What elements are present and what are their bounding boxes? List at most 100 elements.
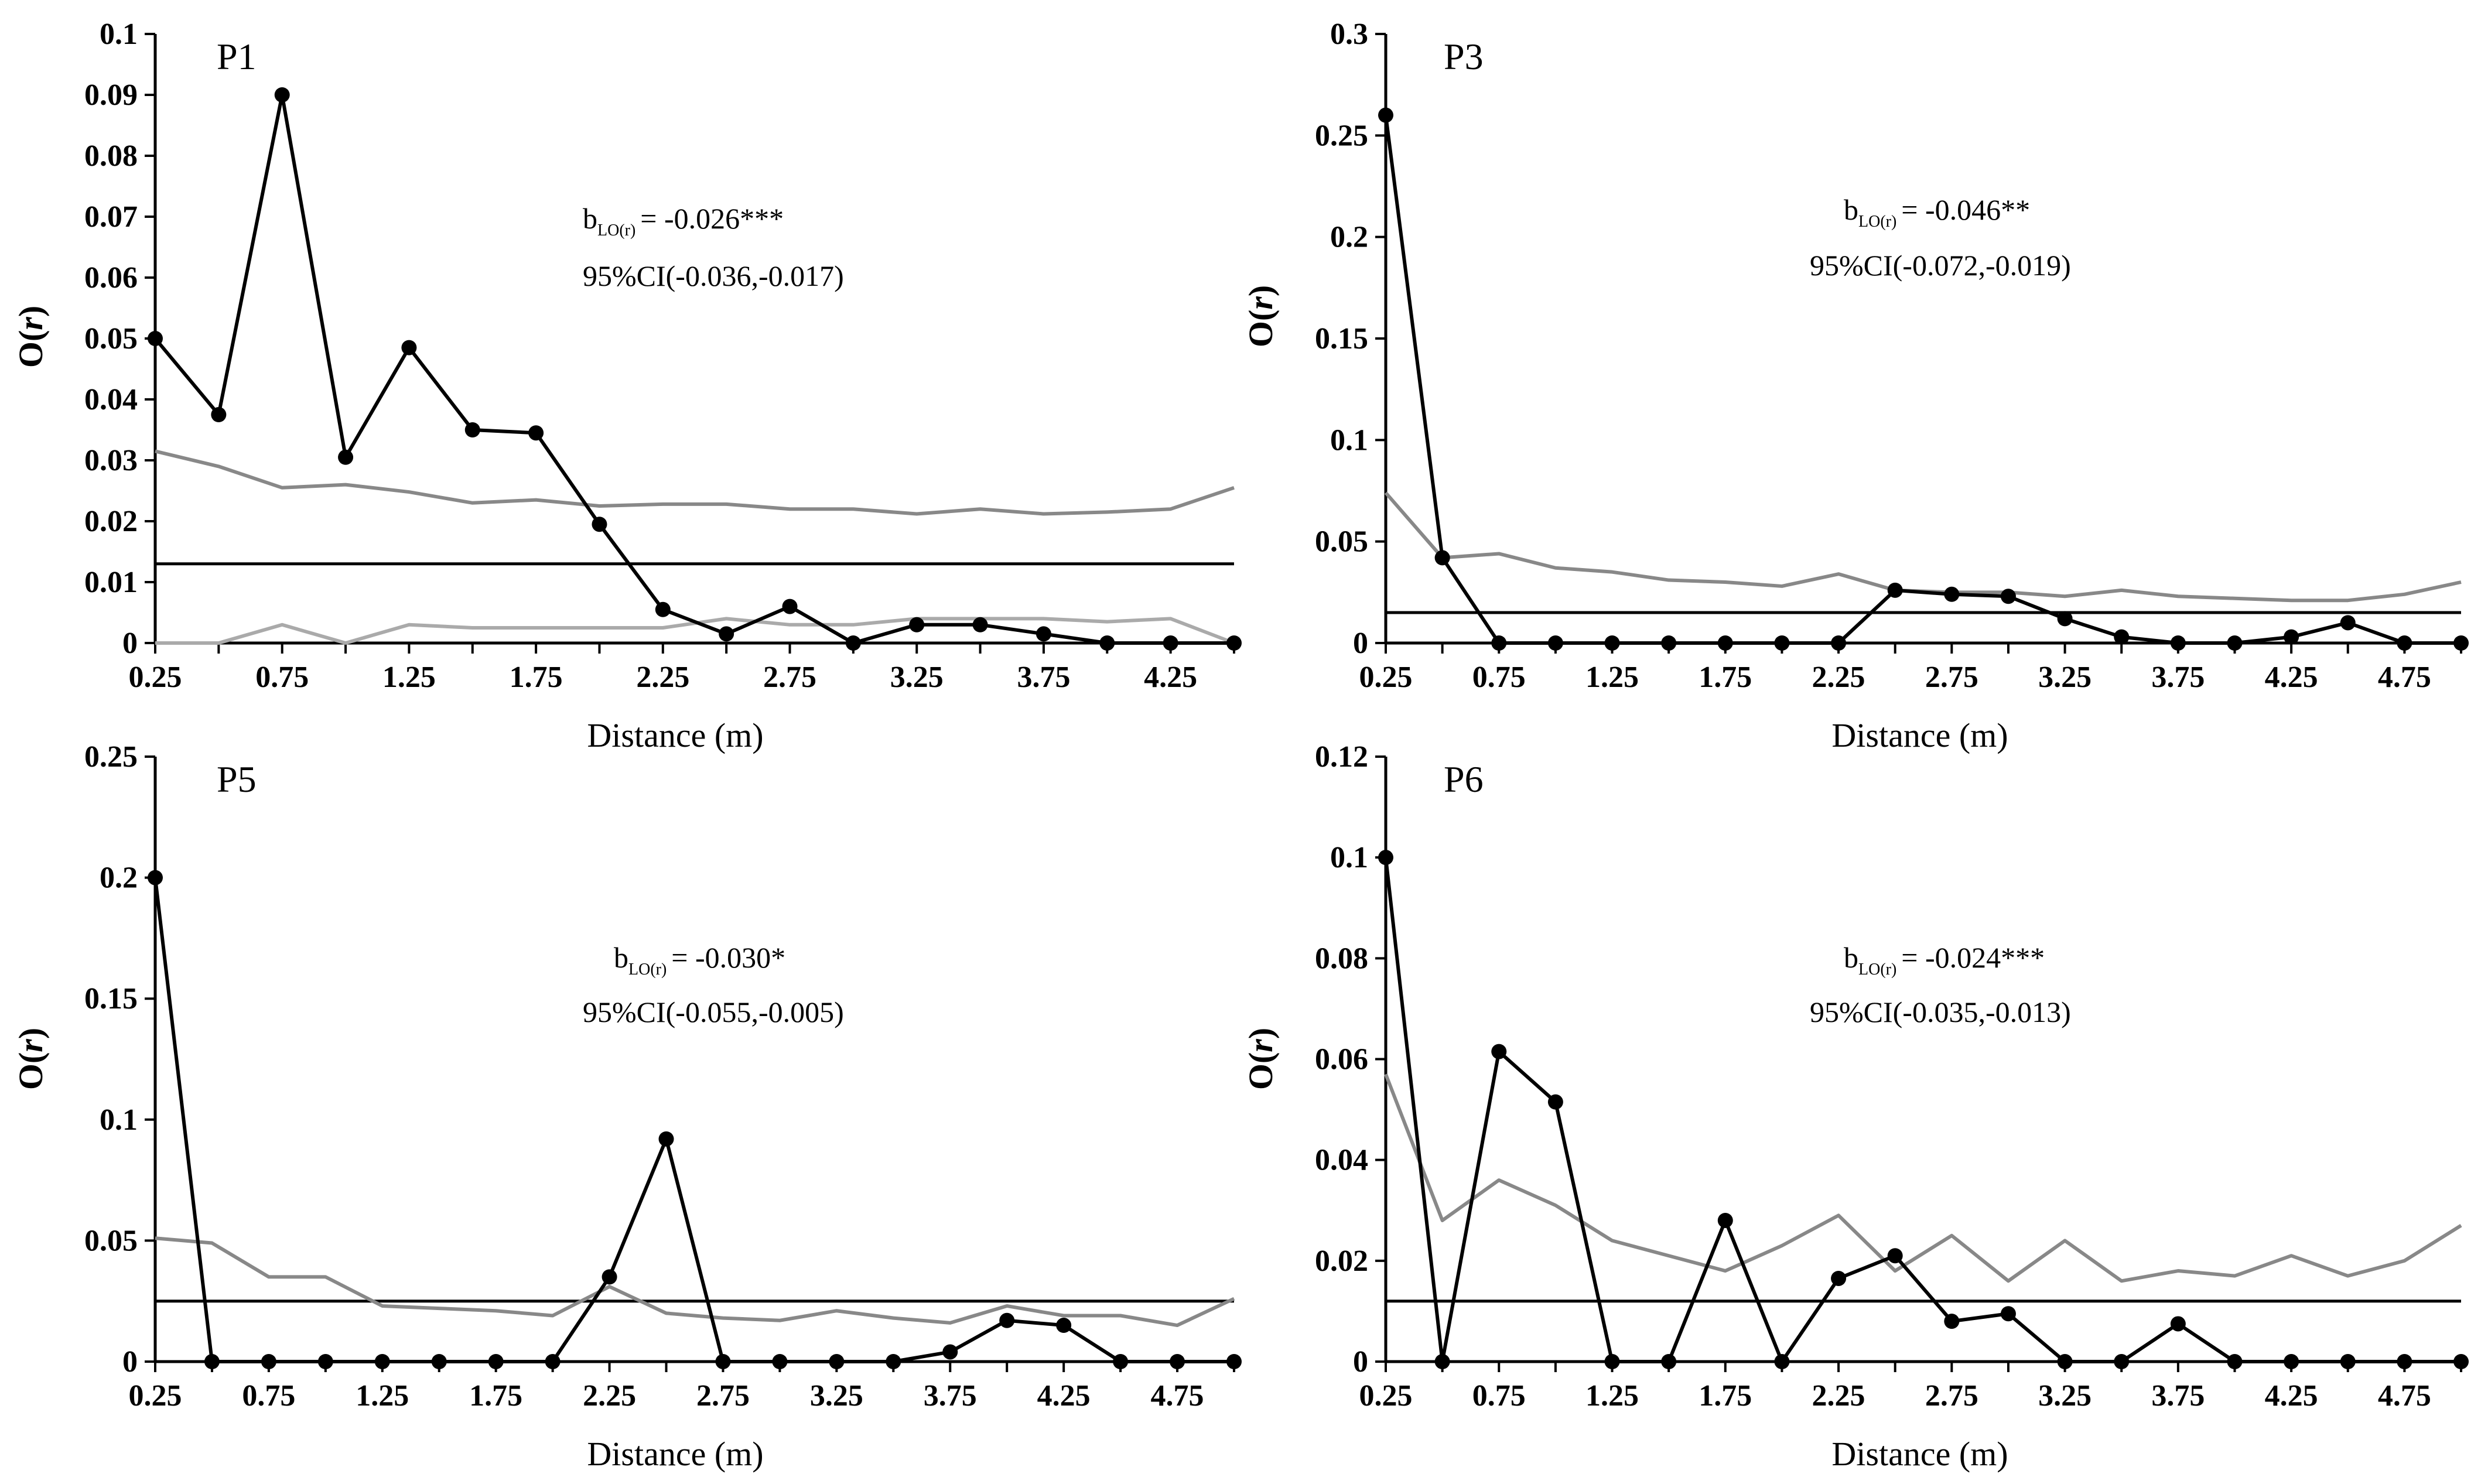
data-point [715, 1354, 731, 1369]
y-axis-title: O(r) [1242, 1028, 1280, 1090]
data-point [2397, 635, 2412, 651]
y-tick-label: 0.05 [84, 322, 138, 355]
observed-series-line [153, 877, 1234, 1363]
data-point [1831, 1270, 1847, 1286]
panel-p6: P6 bLO(r) = -0.024*** 95%CI(-0.035,-0.013… [1242, 740, 2469, 1473]
x-tick-label: 0.75 [1472, 661, 1526, 694]
slope-label: bLO(r) = -0.026*** [583, 202, 784, 240]
panel-label: P1 [217, 36, 257, 77]
x-tick-label: 2.25 [583, 1379, 636, 1413]
y-tick-label: 0.06 [84, 261, 138, 295]
y-tick-label: 0.05 [84, 1224, 138, 1257]
slope-subscript: LO(r) [628, 960, 667, 979]
x-tick-label: 4.25 [1037, 1379, 1091, 1413]
observed-series-line [1384, 115, 2461, 645]
data-point [655, 601, 671, 617]
confidence-interval: 95%CI(-0.072,-0.019) [1810, 249, 2071, 282]
data-point [1378, 107, 1393, 123]
x-tick-label: 4.75 [1151, 1379, 1204, 1413]
slope-label: bLO(r) = -0.024*** [1844, 941, 2045, 979]
data-point [772, 1354, 788, 1369]
data-point [2114, 1354, 2130, 1369]
data-point [1491, 1044, 1507, 1059]
data-point [1547, 1094, 1563, 1110]
data-point [1604, 635, 1620, 651]
panel-label: P3 [1444, 36, 1484, 77]
data-point [488, 1354, 504, 1369]
data-point [1887, 582, 1903, 598]
x-tick-label: 0.25 [129, 1379, 182, 1413]
data-point [204, 1354, 220, 1369]
data-point [1717, 1212, 1733, 1228]
slope-value: = -0.046** [1901, 193, 2030, 226]
observed-series-line [1384, 857, 2461, 1363]
slope-subscript: LO(r) [1858, 213, 1896, 231]
y-tick-label: 0.25 [1315, 119, 1368, 152]
confidence-interval: 95%CI(-0.055,-0.005) [583, 996, 844, 1028]
x-tick-label: 2.75 [696, 1379, 750, 1413]
slope-value: = -0.026*** [640, 202, 784, 235]
data-point [464, 422, 480, 437]
x-tick-label: 3.25 [2038, 661, 2092, 694]
data-point [1434, 550, 1450, 566]
data-point [2000, 589, 2016, 604]
data-point [1170, 1354, 1185, 1369]
x-tick-label: 1.25 [382, 661, 436, 694]
observed-series-line [153, 93, 1234, 645]
x-tick-label: 2.75 [763, 661, 816, 694]
x-tick-label: 1.75 [510, 661, 563, 694]
data-point [1604, 1354, 1620, 1369]
x-tick-label: 1.75 [469, 1379, 522, 1413]
y-tick-label: 0.01 [84, 566, 138, 599]
data-point [782, 599, 798, 614]
data-point [1113, 1354, 1129, 1369]
x-tick-label: 1.75 [1699, 1379, 1752, 1413]
data-point [1491, 635, 1507, 651]
data-point [317, 1354, 333, 1369]
data-point [2057, 611, 2073, 627]
data-point [1434, 1354, 1450, 1369]
x-tick-label: 1.75 [1699, 661, 1752, 694]
data-point [719, 626, 734, 642]
x-tick-label: 0.75 [1472, 1379, 1526, 1413]
data-point [602, 1269, 617, 1285]
data-point [942, 1344, 958, 1360]
x-tick-label: 3.25 [2038, 1379, 2092, 1413]
y-tick-label: 0 [1353, 1345, 1368, 1379]
x-tick-label: 4.25 [1144, 661, 1197, 694]
x-tick-label: 0.75 [242, 1379, 295, 1413]
y-tick-label: 0.1 [1330, 423, 1368, 457]
slope-symbol: b [1844, 941, 1858, 974]
y-tick-label: 0.08 [84, 139, 138, 173]
y-tick-label: 0.08 [1315, 942, 1368, 975]
data-point [2227, 635, 2243, 651]
x-tick-label: 1.25 [1585, 1379, 1639, 1413]
x-axis-title: Distance (m) [587, 1435, 763, 1473]
data-point [1774, 635, 1790, 651]
data-point [261, 1354, 276, 1369]
data-point [845, 635, 861, 651]
data-point [1099, 635, 1115, 651]
slope-value: = -0.030* [671, 941, 785, 974]
x-tick-label: 4.75 [2378, 1379, 2431, 1413]
y-tick-label: 0.02 [1315, 1244, 1368, 1278]
x-tick-label: 3.75 [2151, 661, 2205, 694]
x-axis-title: Distance (m) [1831, 1435, 2008, 1473]
panel-label: P5 [217, 758, 257, 800]
data-point [999, 1312, 1015, 1328]
data-point [1036, 626, 1051, 642]
data-point [1717, 635, 1733, 651]
data-point [1661, 635, 1677, 651]
data-point [2227, 1354, 2243, 1369]
panel-label: P6 [1444, 758, 1484, 800]
data-point [1831, 635, 1847, 651]
upper-envelope-line [155, 449, 1235, 516]
x-tick-label: 0.25 [1359, 661, 1413, 694]
slope-label: bLO(r) = -0.030* [614, 941, 785, 979]
y-tick-label: 0.1 [100, 1103, 138, 1137]
x-tick-label: 2.25 [1812, 661, 1865, 694]
data-point [2453, 635, 2469, 651]
x-axis-title: Distance (m) [587, 716, 763, 754]
data-point [829, 1354, 845, 1369]
